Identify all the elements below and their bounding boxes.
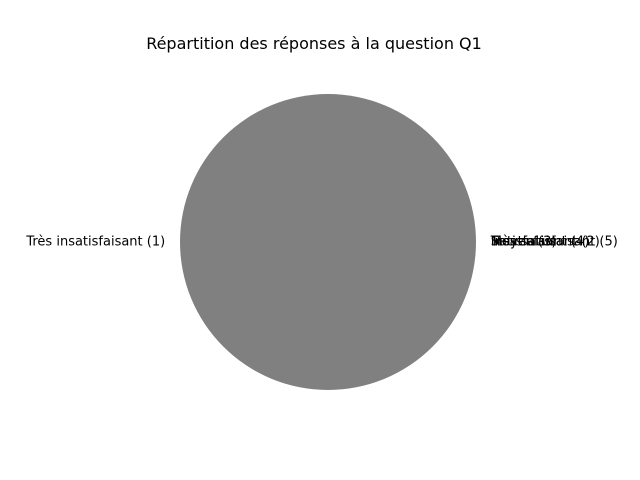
pie-label-satisfaisant-4: Satisfaisant (4) bbox=[491, 235, 589, 250]
pie-label-insatisfaisant-2: Insatisfaisant (2) bbox=[491, 235, 600, 250]
pie-label-tres-satisfaisant-5: Très satisfaisant (5) bbox=[490, 235, 618, 250]
pie-slices bbox=[180, 94, 476, 390]
pie-slice-tres-insatisfaisant-1 bbox=[180, 94, 476, 390]
pie-labels: Très insatisfaisant (1) Insatisfaisant (2… bbox=[25, 235, 617, 250]
pie-label-tres-insatisfaisant-1: Très insatisfaisant (1) bbox=[25, 235, 165, 250]
pie-label-moyen-3: Moyen (3) bbox=[491, 235, 557, 250]
chart-title: Répartition des réponses à la question Q… bbox=[146, 34, 482, 53]
